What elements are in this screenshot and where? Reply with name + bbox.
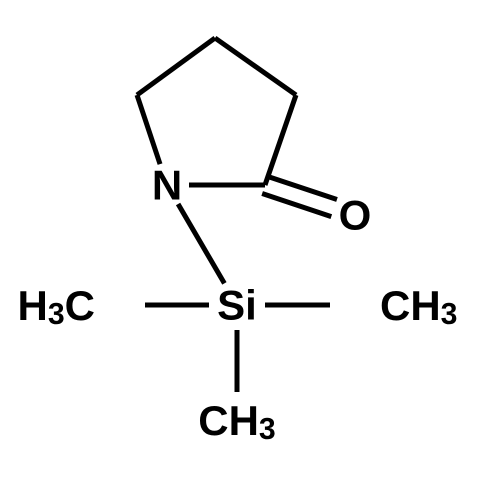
bond-C3-C4 <box>137 38 215 95</box>
bond-C2-C3 <box>215 38 296 95</box>
chemical-structure-diagram: N O Si H3C CH3 CH3 <box>0 0 500 500</box>
atom-O: O <box>339 192 372 239</box>
bond-C1-O <box>268 176 337 199</box>
atom-N: N <box>152 162 182 209</box>
bond-layer <box>137 38 337 392</box>
atom-M1: H3C <box>17 282 95 331</box>
atom-M3: CH3 <box>198 397 276 446</box>
bond-C4-N <box>137 95 160 164</box>
atom-label-layer: N O Si H3C CH3 CH3 <box>17 162 457 446</box>
bond-C1-C2 <box>265 95 296 185</box>
atom-M2: CH3 <box>380 282 458 331</box>
atom-Si: Si <box>217 282 257 329</box>
bond-C1-O <box>262 194 331 217</box>
bond-N-Si <box>178 204 224 283</box>
